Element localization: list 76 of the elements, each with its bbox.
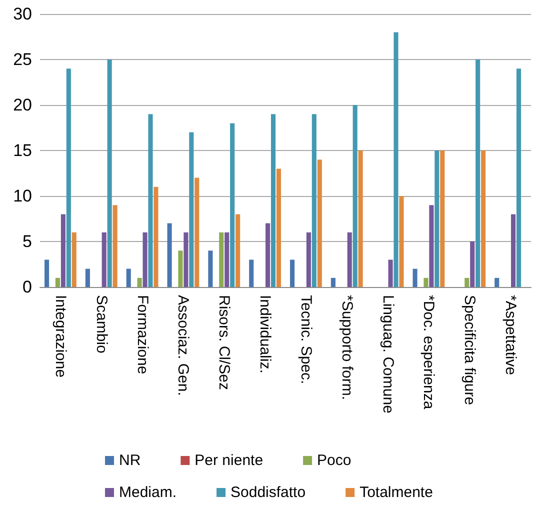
y-tick-label: 0 bbox=[22, 278, 32, 296]
bar bbox=[394, 32, 398, 287]
bar bbox=[72, 232, 76, 287]
bar bbox=[142, 232, 148, 287]
bar bbox=[516, 68, 522, 287]
bar bbox=[290, 260, 295, 287]
y-tick-label: 25 bbox=[13, 50, 32, 69]
bar bbox=[219, 232, 224, 287]
bar bbox=[178, 250, 183, 287]
bar bbox=[184, 232, 188, 287]
bar bbox=[434, 150, 440, 287]
bar bbox=[429, 205, 434, 287]
x-tick-label: Linguag. Comune bbox=[379, 295, 396, 414]
bar bbox=[266, 223, 270, 287]
y-tick-label: 15 bbox=[13, 141, 32, 160]
x-tick-label: *Aspettative bbox=[502, 295, 520, 376]
bar bbox=[481, 150, 486, 287]
bar bbox=[137, 278, 142, 287]
bar bbox=[352, 105, 358, 287]
x-tick-label: *Supporto form. bbox=[338, 295, 356, 400]
bar bbox=[224, 232, 230, 287]
legend-label: NR bbox=[119, 452, 141, 469]
bar bbox=[470, 242, 475, 287]
bar bbox=[112, 205, 118, 287]
bar bbox=[276, 168, 281, 287]
bar bbox=[330, 278, 336, 287]
bar bbox=[424, 278, 428, 287]
bar bbox=[148, 114, 153, 287]
bar bbox=[312, 114, 316, 287]
legend-label: Poco bbox=[317, 452, 352, 469]
bar bbox=[126, 268, 131, 287]
bar bbox=[388, 260, 393, 287]
bar bbox=[317, 160, 322, 287]
bar bbox=[399, 196, 404, 287]
bar bbox=[167, 223, 172, 287]
bar bbox=[494, 278, 500, 287]
x-tick-label: Scambio bbox=[92, 295, 110, 354]
x-tick-label: *Doc. esperienza bbox=[420, 295, 438, 410]
legend-label: Per niente bbox=[194, 452, 264, 469]
bar bbox=[208, 250, 213, 287]
bar bbox=[66, 68, 71, 287]
bar bbox=[107, 60, 112, 287]
bar bbox=[230, 123, 235, 287]
bar bbox=[270, 114, 276, 287]
bar bbox=[412, 268, 418, 287]
legend-label: Soddisfatto bbox=[230, 484, 306, 501]
bar bbox=[464, 278, 470, 287]
x-tick-label: Tecnic. Spec. bbox=[297, 295, 314, 384]
legend-label: Totalmente bbox=[360, 484, 433, 501]
bar bbox=[358, 150, 363, 287]
x-tick-label: Risors. Cl/Sez bbox=[216, 295, 233, 390]
y-tick-label: 20 bbox=[13, 96, 32, 114]
x-tick-label: Formazione bbox=[134, 295, 151, 374]
bar bbox=[154, 186, 158, 287]
y-tick-label: 10 bbox=[13, 186, 32, 206]
bar bbox=[306, 232, 311, 287]
bar bbox=[347, 232, 352, 287]
bar bbox=[511, 214, 516, 287]
bar bbox=[440, 150, 445, 287]
y-tick-label: 30 bbox=[13, 4, 32, 24]
bar bbox=[236, 214, 240, 287]
bar bbox=[44, 260, 50, 287]
x-tick-label: Integrazione bbox=[52, 295, 69, 378]
bar bbox=[85, 268, 90, 287]
bar bbox=[55, 278, 60, 287]
x-tick-label: Specificita figure bbox=[461, 295, 478, 406]
bar bbox=[189, 132, 194, 287]
bar bbox=[476, 60, 480, 287]
y-tick-label: 5 bbox=[22, 232, 32, 251]
x-tick-label: Associaz. Gen. bbox=[174, 295, 192, 396]
bar bbox=[60, 214, 66, 287]
bar bbox=[249, 260, 254, 287]
x-tick-label: Individualiz. bbox=[256, 295, 274, 374]
bar bbox=[102, 232, 106, 287]
bar bbox=[194, 178, 200, 287]
legend-label: Mediam. bbox=[119, 484, 177, 501]
